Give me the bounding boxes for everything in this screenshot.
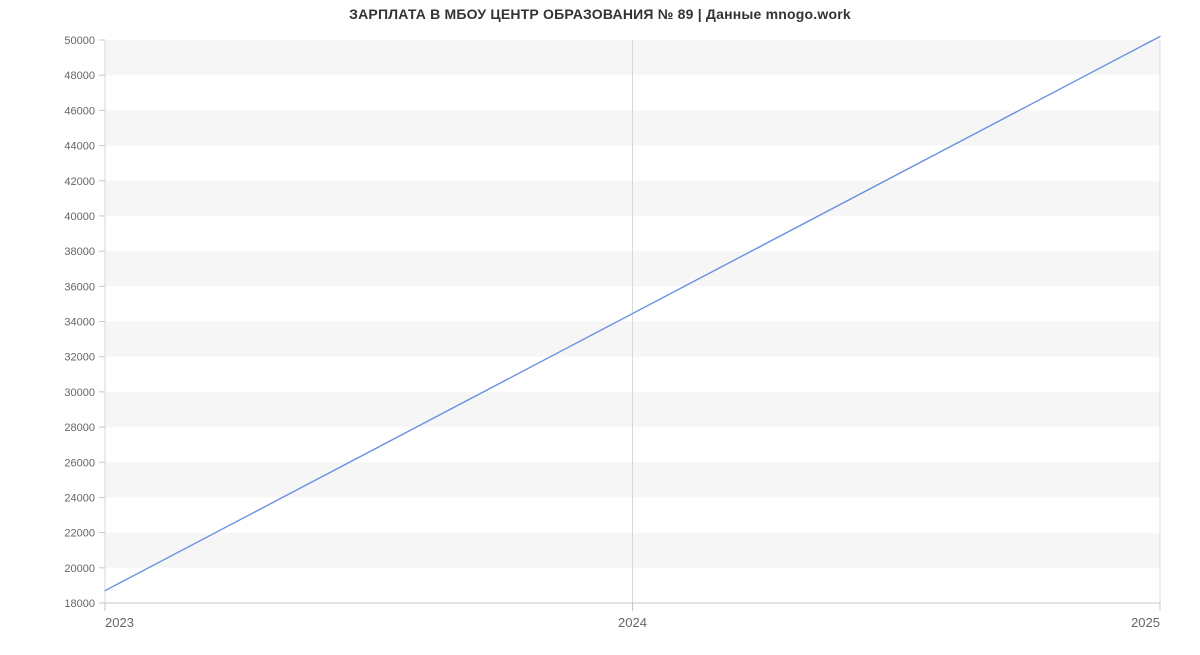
svg-text:48000: 48000 [64, 70, 95, 82]
svg-text:2023: 2023 [105, 615, 134, 630]
svg-text:30000: 30000 [64, 387, 95, 399]
chart-canvas: 18000 20000 22000 24000 26000 28000 30000 32000… [0, 0, 1200, 650]
svg-text:34000: 34000 [64, 317, 95, 329]
svg-text:36000: 36000 [64, 281, 95, 293]
svg-text:44000: 44000 [64, 141, 95, 153]
svg-text:32000: 32000 [64, 352, 95, 364]
line-chart: ЗАРПЛАТА В МБОУ ЦЕНТР ОБРАЗОВАНИЯ № 89 |… [0, 0, 1200, 650]
svg-text:50000: 50000 [64, 35, 95, 47]
svg-text:2024: 2024 [618, 615, 647, 630]
svg-text:24000: 24000 [64, 492, 95, 504]
svg-text:18000: 18000 [64, 598, 95, 610]
svg-text:38000: 38000 [64, 246, 95, 258]
svg-text:26000: 26000 [64, 457, 95, 469]
svg-text:42000: 42000 [64, 176, 95, 188]
svg-text:2025: 2025 [1131, 615, 1160, 630]
svg-text:46000: 46000 [64, 105, 95, 117]
svg-text:20000: 20000 [64, 563, 95, 575]
svg-text:22000: 22000 [64, 528, 95, 540]
chart-title: ЗАРПЛАТА В МБОУ ЦЕНТР ОБРАЗОВАНИЯ № 89 |… [0, 6, 1200, 22]
svg-text:40000: 40000 [64, 211, 95, 223]
svg-text:28000: 28000 [64, 422, 95, 434]
